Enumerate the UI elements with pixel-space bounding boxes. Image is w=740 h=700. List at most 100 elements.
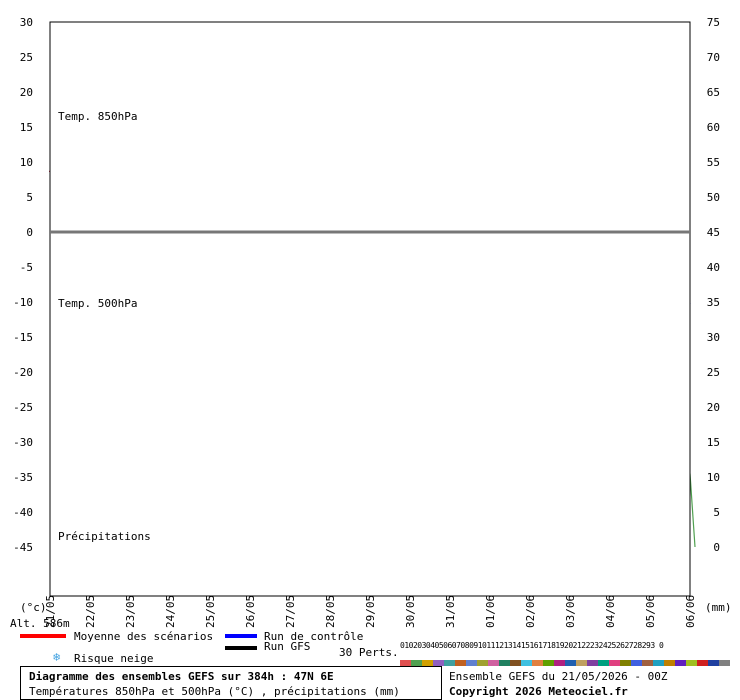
perts-label: 30 Perts. (339, 646, 399, 659)
right-tick-label: 70 (707, 51, 720, 64)
right-tick-label: 35 (707, 296, 720, 309)
right-tick-label: 65 (707, 86, 720, 99)
left-tick-label: 15 (20, 121, 33, 134)
pert-color-swatches (400, 651, 730, 666)
pert-color-cell (598, 660, 609, 666)
right-tick-label: 5 (713, 506, 720, 519)
pert-color-cell (532, 660, 543, 666)
chart-info-box: Diagramme des ensembles GEFS sur 384h : … (20, 666, 442, 700)
right-tick-label: 30 (707, 331, 720, 344)
left-tick-label: -40 (13, 506, 33, 519)
left-tick-label: -15 (13, 331, 33, 344)
right-tick-label: 40 (707, 261, 720, 274)
pert-color-cell (488, 660, 499, 666)
left-tick-label: 0 (26, 226, 33, 239)
pert-color-cell (620, 660, 631, 666)
run-info: Ensemble GEFS du 21/05/2026 - 00Z (449, 670, 668, 683)
pert-color-cell (521, 660, 532, 666)
pert-color-cell (477, 660, 488, 666)
footer-subtitle: Températures 850hPa et 500hPa (°C) , pré… (29, 685, 400, 698)
x-tick-label: 24/05 (164, 595, 177, 628)
right-tick-label: 10 (707, 471, 720, 484)
pert-color-cell (499, 660, 510, 666)
pert-color-cell (664, 660, 675, 666)
right-tick-label: 20 (707, 401, 720, 414)
left-tick-label: 20 (20, 86, 33, 99)
x-tick-label: 30/05 (404, 595, 417, 628)
left-tick-label: 10 (20, 156, 33, 169)
mean-swatch (20, 634, 66, 638)
x-tick-label: 05/06 (644, 595, 657, 628)
gfs-legend-label: Run GFS (264, 640, 311, 653)
snow-legend-label: Risque neige (74, 652, 154, 665)
pert-color-cell (609, 660, 620, 666)
pert-color-cell (697, 660, 708, 666)
control-legend-label: Run de contrôle (264, 630, 364, 643)
altitude-label: Alt. 586m (10, 617, 70, 630)
x-tick-label: 28/05 (324, 595, 337, 628)
pert-color-cell (653, 660, 664, 666)
pert-color-cell (719, 660, 730, 666)
x-tick-label: 26/05 (244, 595, 257, 628)
x-tick-label: 01/06 (484, 595, 497, 628)
left-tick-label: -35 (13, 471, 33, 484)
pert-color-cell (631, 660, 642, 666)
x-tick-label: 27/05 (284, 595, 297, 628)
left-tick-label: -45 (13, 541, 33, 554)
mean-legend-label: Moyenne des scénarios (74, 630, 214, 643)
snowflake-icon: ❄ (53, 650, 61, 664)
right-tick-label: 55 (707, 156, 720, 169)
x-tick-label: 31/05 (444, 595, 457, 628)
x-tick-label: 23/05 (124, 595, 137, 628)
x-tick-label: 22/05 (84, 595, 97, 628)
right-tick-label: 0 (713, 541, 720, 554)
left-tick-label: -25 (13, 401, 33, 414)
copyright: Copyright 2026 Meteociel.fr (449, 685, 628, 698)
t850-panel-label: Temp. 850hPa (58, 110, 137, 123)
plot-frame (49, 21, 691, 597)
pert-color-cell (554, 660, 565, 666)
left-tick-label: 30 (20, 16, 33, 29)
gfs-swatch (225, 646, 257, 650)
pert-color-cell (565, 660, 576, 666)
right-tick-label: 50 (707, 191, 720, 204)
pert-color-cell (444, 660, 455, 666)
left-tick-label: 25 (20, 51, 33, 64)
right-tick-label: 15 (707, 436, 720, 449)
left-tick-label: -20 (13, 366, 33, 379)
x-tick-label: 25/05 (204, 595, 217, 628)
pert-color-cell (466, 660, 477, 666)
right-tick-label: 60 (707, 121, 720, 134)
pert-numbers: 0102030405060708091011121314151617181920… (400, 641, 664, 650)
pert-color-cell (675, 660, 686, 666)
x-tick-label: 21/05 (44, 595, 57, 628)
left-tick-label: -30 (13, 436, 33, 449)
x-tick-label: 02/06 (524, 595, 537, 628)
left-tick-label: 5 (26, 191, 33, 204)
pert-color-cell (433, 660, 444, 666)
right-unit-label: (mm) (705, 601, 732, 614)
pert-color-cell (686, 660, 697, 666)
right-tick-label: 45 (707, 226, 720, 239)
precip-panel-label: Précipitations (58, 530, 151, 543)
left-unit-label: (°c) (20, 601, 47, 614)
x-tick-label: 03/06 (564, 595, 577, 628)
control-swatch (225, 634, 257, 638)
pert-color-cell (400, 660, 411, 666)
pert-color-cell (510, 660, 521, 666)
right-tick-label: 75 (707, 16, 720, 29)
left-tick-label: -5 (20, 261, 33, 274)
pert-color-cell (708, 660, 719, 666)
right-tick-label: 25 (707, 366, 720, 379)
pert-color-cell (642, 660, 653, 666)
pert-color-cell (422, 660, 433, 666)
pert-color-cell (411, 660, 422, 666)
x-tick-label: 29/05 (364, 595, 377, 628)
x-tick-label: 04/06 (604, 595, 617, 628)
footer-title: Diagramme des ensembles GEFS sur 384h : … (29, 670, 334, 683)
pert-color-cell (576, 660, 587, 666)
pert-color-cell (587, 660, 598, 666)
left-tick-label: -10 (13, 296, 33, 309)
